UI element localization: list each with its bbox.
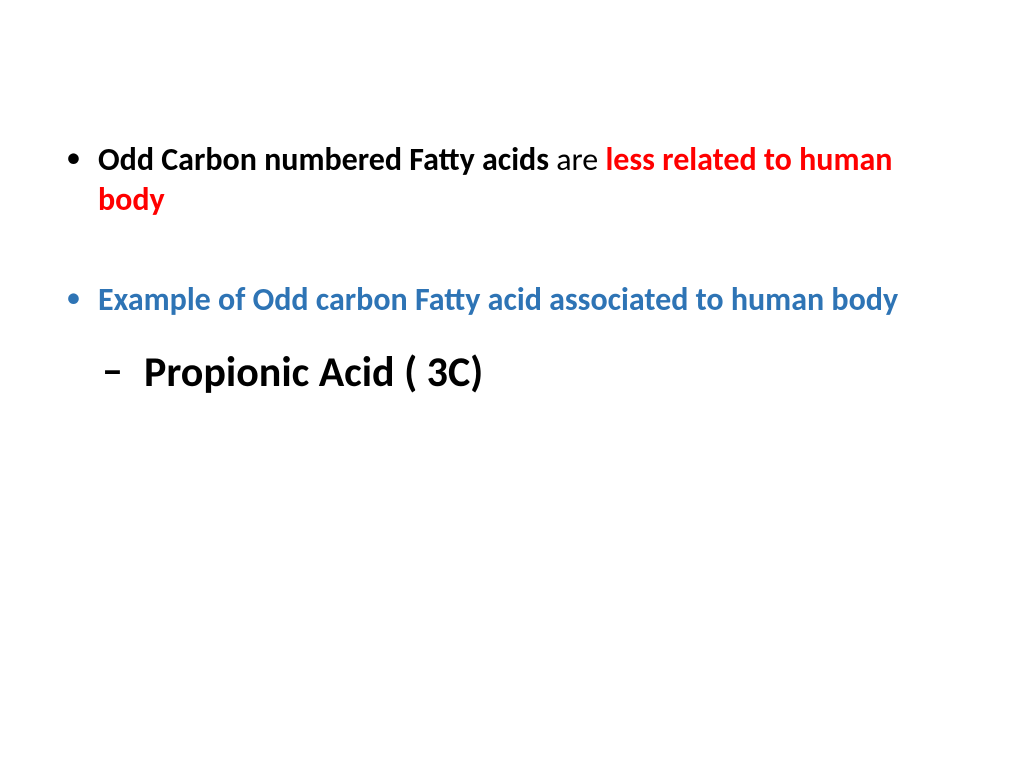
sub-bullet-list: Propionic Acid ( 3C) <box>98 348 964 398</box>
sub-bullet-1-text: Propionic Acid ( 3C) <box>144 348 964 398</box>
bullet-item-2: Example of Odd carbon Fatty acid associa… <box>60 280 964 398</box>
bullet-list: Odd Carbon numbered Fatty acids are less… <box>60 140 964 398</box>
text-run: Propionic Acid ( 3C) <box>144 347 483 398</box>
sub-bullet-item-1: Propionic Acid ( 3C) <box>98 348 964 398</box>
text-run: Example of Odd carbon Fatty acid associa… <box>98 280 898 319</box>
text-run: Odd Carbon numbered Fatty acids <box>98 140 556 179</box>
slide: Odd Carbon numbered Fatty acids are less… <box>0 0 1024 768</box>
bullet-item-1: Odd Carbon numbered Fatty acids are less… <box>60 140 964 220</box>
bullet-2-text: Example of Odd carbon Fatty acid associa… <box>98 280 964 320</box>
bullet-1-text: Odd Carbon numbered Fatty acids are less… <box>98 140 964 220</box>
text-run: are <box>556 140 605 179</box>
